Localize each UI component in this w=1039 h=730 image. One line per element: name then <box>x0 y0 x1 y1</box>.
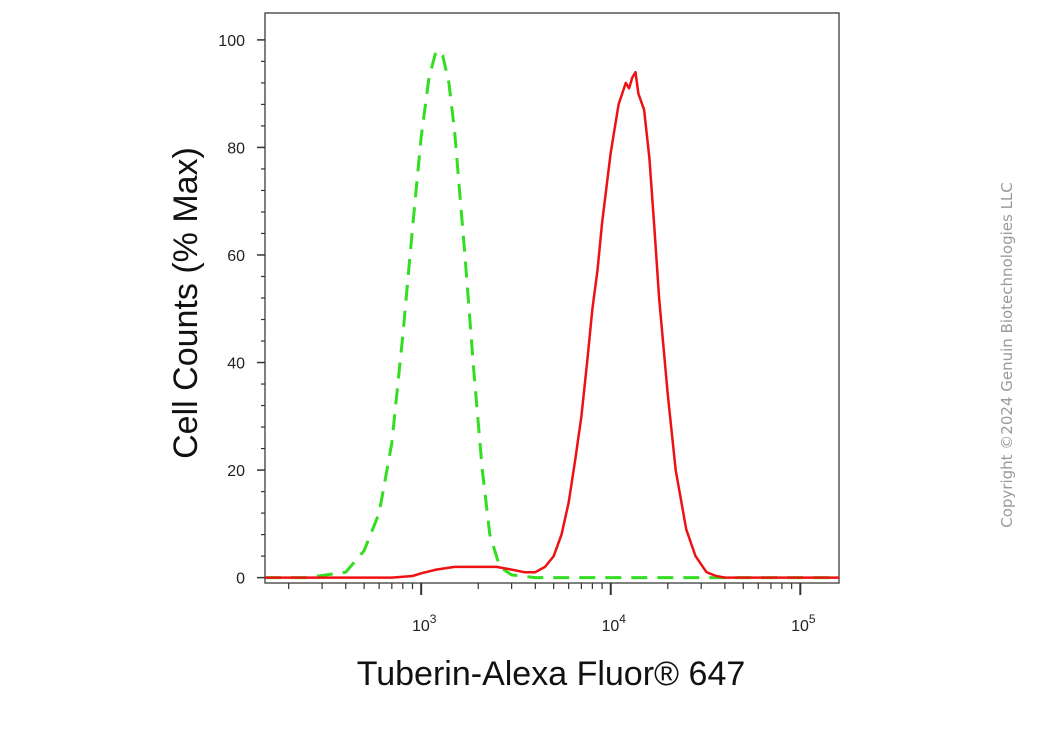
plot-frame <box>264 12 840 584</box>
y-axis: 0 20 40 60 80 100 <box>218 33 265 588</box>
x-tick-label: 105 <box>791 612 816 635</box>
copyright-text: Copyright ©2024 Genuin Biotechnologies L… <box>998 182 1016 528</box>
control-series-line <box>265 49 839 580</box>
y-tick-label: 60 <box>227 248 245 265</box>
y-tick-label: 80 <box>227 140 245 157</box>
histogram-series <box>265 49 839 580</box>
x-tick-label: 104 <box>602 612 627 635</box>
sample-series-line <box>265 70 839 579</box>
x-axis: 103 104 105 <box>288 583 816 635</box>
y-tick-label: 0 <box>236 571 245 588</box>
y-axis-title: Cell Counts (% Max) <box>167 147 205 459</box>
x-tick-label: 103 <box>412 612 437 635</box>
x-axis-title: Tuberin-Alexa Fluor® 647 <box>357 655 746 693</box>
y-tick-label: 20 <box>227 463 245 480</box>
y-tick-label: 100 <box>218 33 245 50</box>
y-tick-label: 40 <box>227 356 245 373</box>
